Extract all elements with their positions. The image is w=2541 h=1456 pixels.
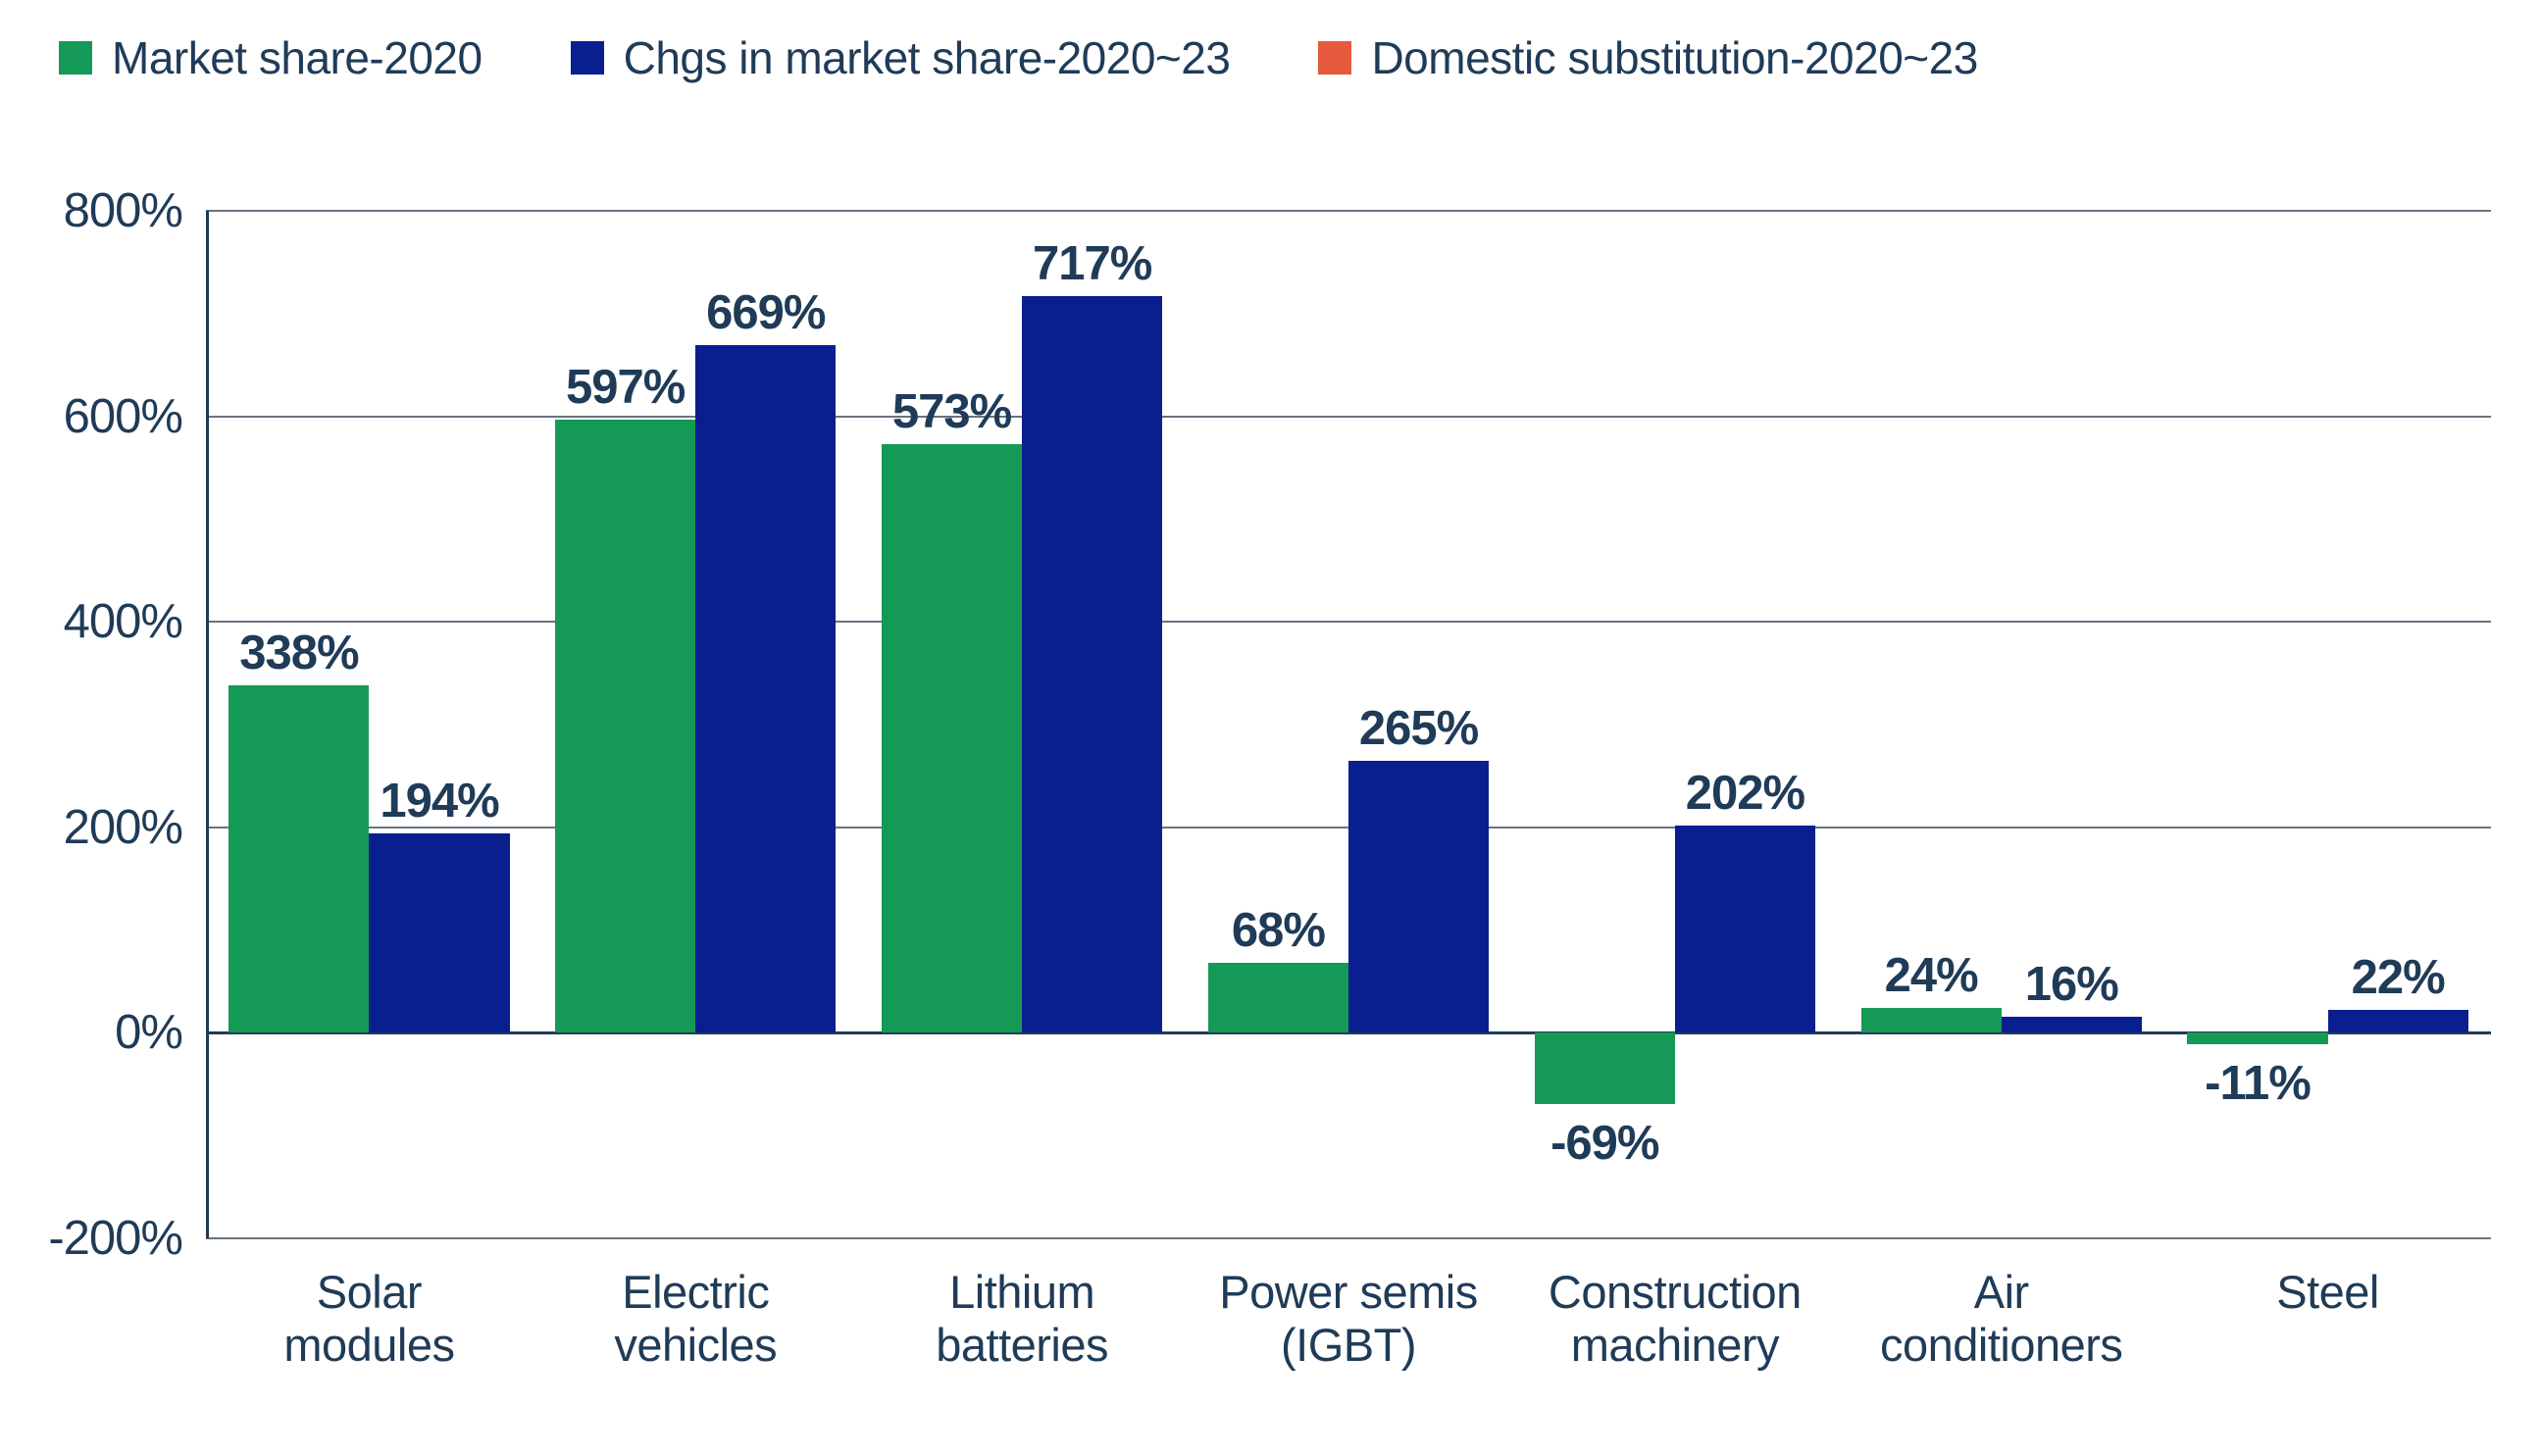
y-tick-label: 800% — [64, 183, 206, 238]
y-tick-label: 600% — [64, 389, 206, 444]
x-tick-label: Steel — [2164, 1238, 2491, 1319]
legend-swatch — [571, 41, 604, 75]
bar — [555, 420, 695, 1033]
y-tick-label: -200% — [48, 1211, 206, 1266]
x-tick-label: Constructionmachinery — [1511, 1238, 1838, 1372]
bar-value-label: 265% — [1359, 701, 1478, 756]
bar — [1535, 1032, 1675, 1103]
bar — [2328, 1010, 2468, 1032]
bar-value-label: 202% — [1686, 766, 1804, 821]
y-tick-label: 400% — [64, 594, 206, 649]
x-tick-label: Lithiumbatteries — [859, 1238, 1186, 1372]
bar — [882, 444, 1022, 1033]
legend: Market share-2020 Chgs in market share-20… — [39, 24, 2502, 92]
legend-label: Market share-2020 — [112, 31, 483, 84]
legend-swatch — [59, 41, 92, 75]
bar — [695, 345, 836, 1032]
bar — [1022, 296, 1162, 1032]
bar — [1861, 1008, 2002, 1032]
bar-value-label: 22% — [2352, 950, 2445, 1005]
bar-value-label: 194% — [380, 774, 498, 828]
bar — [2002, 1017, 2142, 1033]
y-axis-line — [206, 211, 209, 1238]
legend-swatch — [1318, 41, 1351, 75]
x-tick-label: Power semis(IGBT) — [1186, 1238, 1512, 1372]
bar-value-label: 68% — [1232, 903, 1325, 958]
legend-item-2: Domestic substitution-2020~23 — [1318, 31, 1977, 84]
bar-value-label: 24% — [1885, 948, 1978, 1003]
y-tick-label: 200% — [64, 800, 206, 855]
gridline — [206, 621, 2491, 623]
bar-value-label: -69% — [1550, 1116, 1658, 1171]
bar — [1348, 761, 1489, 1033]
bar-value-label: 338% — [239, 626, 358, 680]
x-tick-label: Electricvehicles — [533, 1238, 859, 1372]
x-tick-label: Airconditioners — [1838, 1238, 2164, 1372]
bar-value-label: 669% — [706, 285, 825, 340]
x-tick-label: Solarmodules — [206, 1238, 533, 1372]
bar-value-label: 597% — [566, 360, 685, 415]
plot-area: -200%0%200%400%600%800%338%194%Solarmodu… — [206, 211, 2491, 1238]
bar-value-label: -11% — [2205, 1056, 2311, 1111]
bar — [1208, 963, 1348, 1032]
y-tick-label: 0% — [115, 1005, 206, 1060]
chart-container: Market share-2020 Chgs in market share-20… — [0, 0, 2541, 1456]
bar — [369, 833, 509, 1032]
gridline — [206, 210, 2491, 212]
bar-value-label: 573% — [892, 384, 1011, 439]
legend-label: Chgs in market share-2020~23 — [624, 31, 1231, 84]
legend-item-0: Market share-2020 — [59, 31, 483, 84]
bar — [2187, 1032, 2327, 1044]
bar-value-label: 16% — [2025, 957, 2118, 1012]
bar — [1675, 826, 1815, 1033]
gridline — [206, 416, 2491, 418]
legend-label: Domestic substitution-2020~23 — [1371, 31, 1977, 84]
bar-value-label: 717% — [1033, 236, 1151, 291]
bar — [229, 685, 369, 1032]
legend-item-1: Chgs in market share-2020~23 — [571, 31, 1231, 84]
